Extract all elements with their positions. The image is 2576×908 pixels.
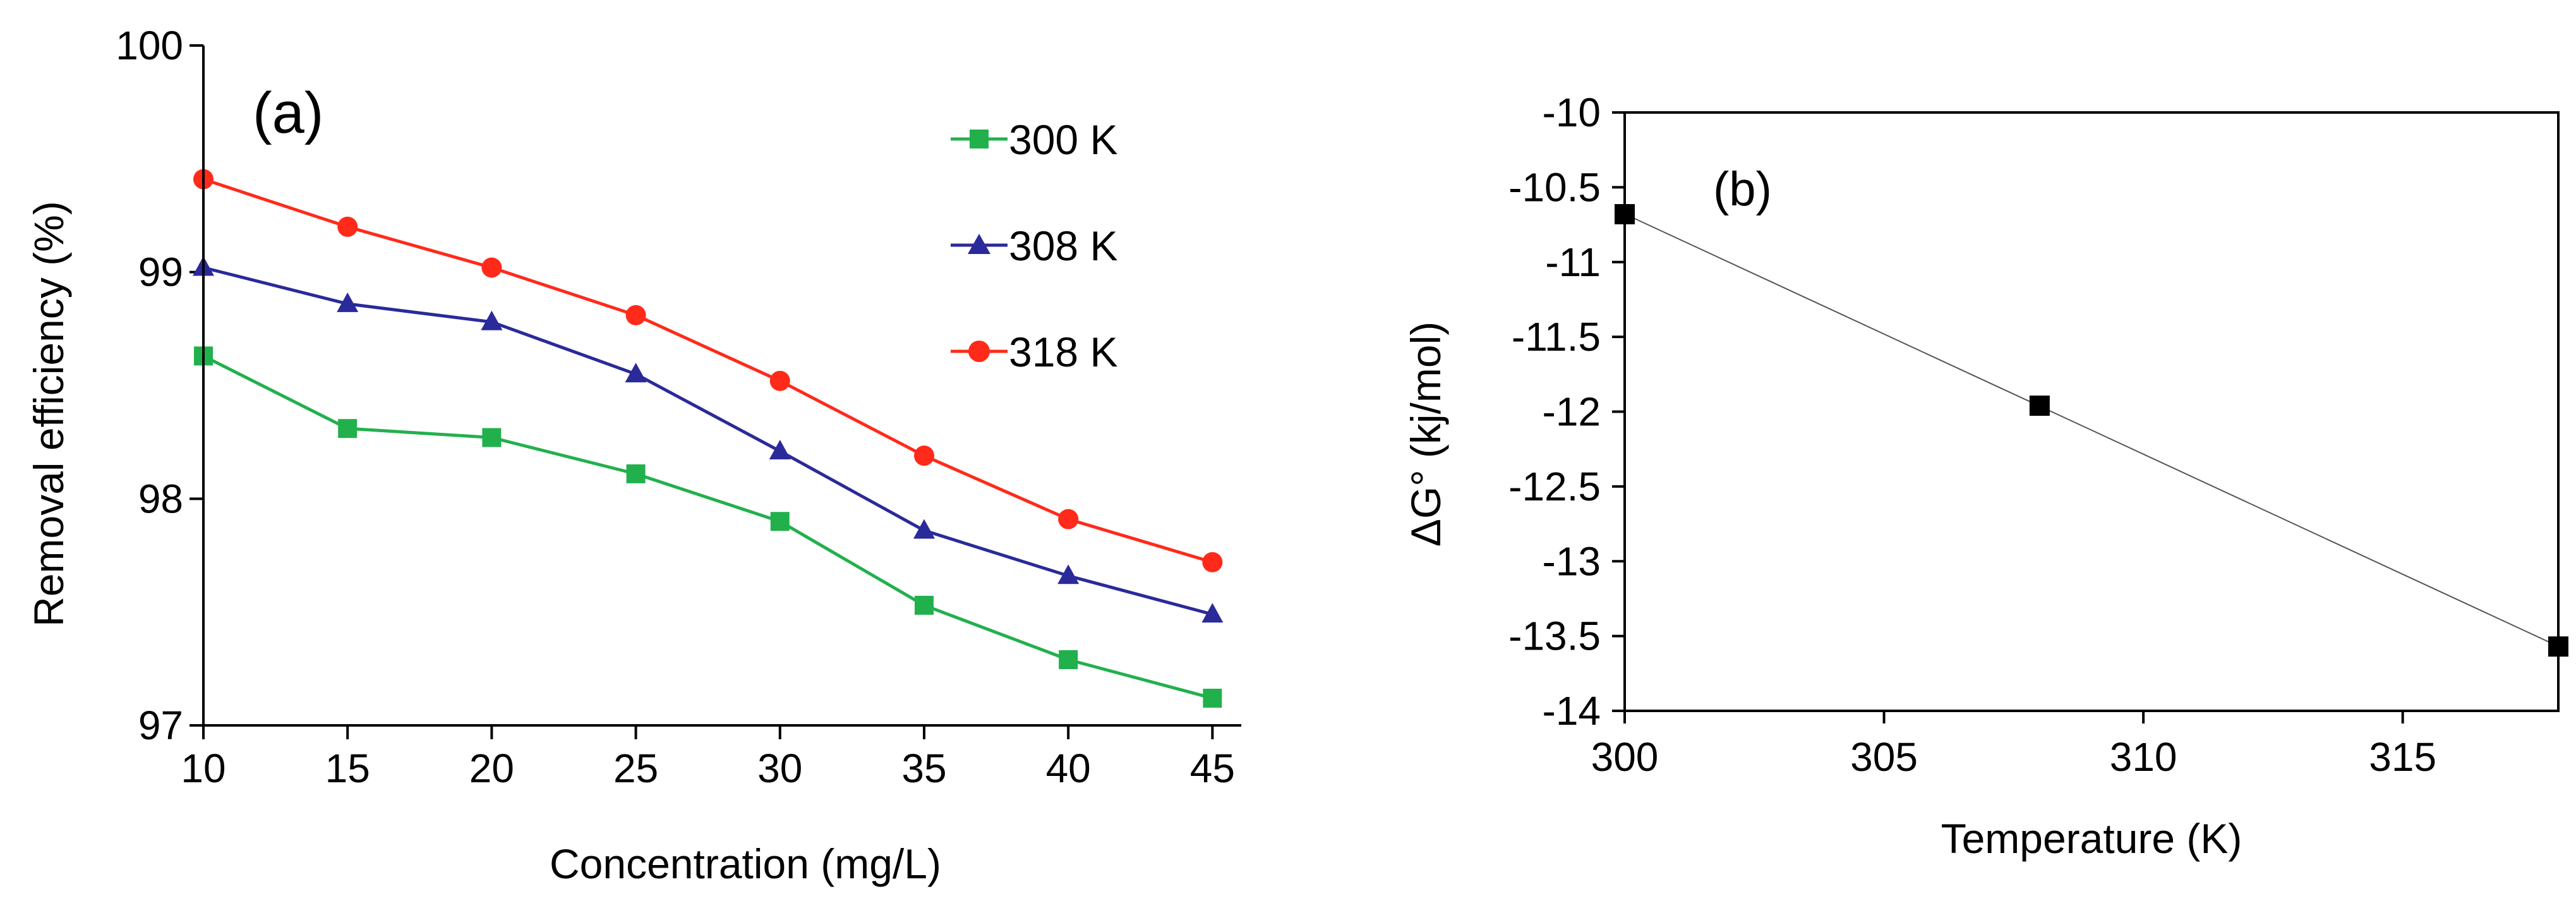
chart-a-y-tick-labels: 97 98 99 100 xyxy=(116,23,203,748)
data-point-318k xyxy=(481,257,502,278)
chart-b-y-tick-label: -14 xyxy=(1543,688,1601,734)
chart-a-x-tick-label: 35 xyxy=(901,746,946,791)
data-point-318k xyxy=(913,445,934,466)
data-point-308k xyxy=(337,292,359,312)
data-point-300k xyxy=(626,464,646,483)
chart-b-y-tick-label: -12 xyxy=(1543,389,1601,435)
chart-a-y-tick-label: 99 xyxy=(138,250,183,295)
chart-a-x-tick-label: 15 xyxy=(325,746,370,791)
data-point-308k xyxy=(481,310,503,330)
chart-b-y-tick-label: -13.5 xyxy=(1508,614,1601,659)
chart-b-y-axis-title: ΔG° (kj/mol) xyxy=(1402,322,1449,547)
chart-b-x-axis-title: Temperature (K) xyxy=(1941,815,2242,862)
chart-a-legend: 300 K 308 K 318 K xyxy=(951,116,1117,375)
chart-b-data-point xyxy=(2029,396,2050,416)
chart-a-x-tick-label: 25 xyxy=(613,746,658,791)
legend-marker-318k xyxy=(968,341,990,362)
data-point-308k xyxy=(625,363,647,383)
chart-b-y-tick-label: -10.5 xyxy=(1508,164,1601,210)
data-point-308k xyxy=(1201,603,1224,623)
chart-b-gibbs-free-energy: -10-10.5-11-11.5-12-12.5-13-13.5-14 300 3… xyxy=(1402,90,2568,862)
chart-a-removal-efficiency: 97 98 99 100 10 15 20 25 30 35 40 45 (a) Concentra… xyxy=(25,23,1241,887)
chart-a-x-axis-title: Concentration (mg/L) xyxy=(550,840,941,887)
legend-label-318k: 318 K xyxy=(1009,329,1117,375)
chart-a-y-tick-label: 97 xyxy=(138,703,183,748)
chart-b-x-tick-label: 310 xyxy=(2110,734,2177,780)
chart-b-series xyxy=(1615,203,2568,657)
chart-a-panel-label: (a) xyxy=(253,81,323,145)
legend-label-308k: 308 K xyxy=(1009,222,1117,269)
chart-a-series xyxy=(193,169,1224,708)
data-point-318k xyxy=(337,216,358,237)
data-point-308k xyxy=(1057,564,1080,584)
data-point-318k xyxy=(1058,509,1079,530)
chart-b-y-tick-labels: -10 -10.5 -11 -11.5 -12 -12.5 -13 -13.5 -14 xyxy=(1508,90,1625,734)
chart-b-y-tick-label: -11 xyxy=(1545,239,1601,285)
chart-a-x-tick-label: 30 xyxy=(757,746,802,791)
chart-b-panel-label: (b) xyxy=(1713,162,1772,216)
chart-a-y-tick-label: 98 xyxy=(138,476,183,521)
legend-marker-308k xyxy=(968,234,990,254)
series-line-318k xyxy=(203,178,1213,564)
chart-b-y-tick-label: -10 xyxy=(1543,90,1601,135)
data-point-300k xyxy=(914,595,934,615)
chart-a-x-tick-label: 40 xyxy=(1046,746,1091,791)
chart-a-x-tick-label: 20 xyxy=(469,746,514,791)
chart-b-data-point xyxy=(2548,636,2568,657)
data-point-300k xyxy=(1203,688,1222,708)
chart-a-y-axis-title: Removal efficiency (%) xyxy=(25,201,72,627)
chart-b-x-tick-label: 300 xyxy=(1591,734,1659,780)
chart-b-x-tick-labels: 300 305 310 315 xyxy=(1591,711,2436,780)
chart-b-y-tick-label: -11.5 xyxy=(1512,314,1601,360)
chart-b-x-tick-label: 315 xyxy=(2369,734,2436,780)
data-point-300k xyxy=(1059,650,1078,669)
series-line-300k xyxy=(202,354,1213,700)
data-point-308k xyxy=(769,440,791,460)
chart-b-trendline xyxy=(1624,213,2559,647)
chart-b-y-tick-label: -12.5 xyxy=(1508,464,1601,509)
data-point-300k xyxy=(482,428,502,447)
chart-a-x-tick-label: 10 xyxy=(181,746,226,791)
chart-b-data-point xyxy=(1615,203,1635,224)
series-line-308k xyxy=(203,266,1213,616)
data-point-318k xyxy=(769,370,790,391)
chart-b-y-tick-label: -13 xyxy=(1543,538,1601,584)
chart-b-x-tick-label: 305 xyxy=(1850,734,1918,780)
data-point-318k xyxy=(625,305,646,325)
legend-label-300k: 300 K xyxy=(1009,116,1117,163)
chart-a-y-tick-label: 100 xyxy=(116,23,183,68)
data-point-300k xyxy=(338,419,358,439)
legend-marker-300k xyxy=(970,130,989,148)
chart-a-x-tick-labels: 10 15 20 25 30 35 40 45 xyxy=(181,725,1235,791)
data-point-308k xyxy=(913,519,935,539)
chart-a-x-tick-label: 45 xyxy=(1190,746,1235,791)
data-point-300k xyxy=(770,512,790,531)
data-point-318k xyxy=(1202,552,1223,572)
